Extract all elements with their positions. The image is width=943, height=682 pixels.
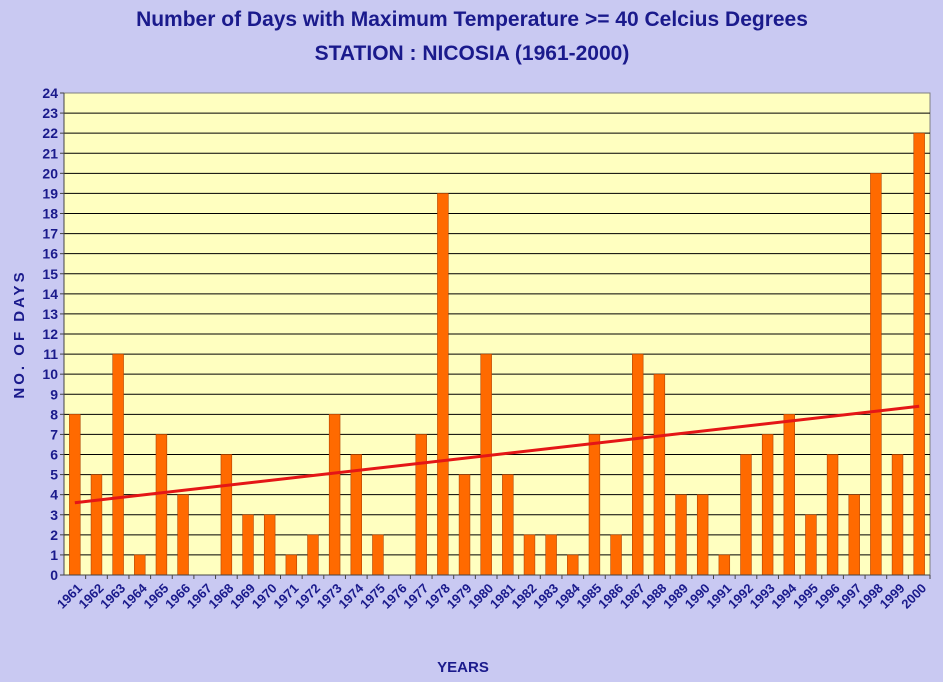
y-tick-label: 10 <box>42 366 58 382</box>
y-tick-label: 9 <box>50 386 58 402</box>
bar-1985 <box>588 434 601 576</box>
y-tick-label: 8 <box>50 406 58 422</box>
bar-1979 <box>458 474 471 576</box>
bar-1961 <box>69 414 81 576</box>
bar-1987 <box>632 353 644 576</box>
y-tick-label: 7 <box>50 426 58 442</box>
y-tick-label: 18 <box>42 206 58 222</box>
bar-1999 <box>891 454 904 576</box>
bar-1990 <box>696 494 709 576</box>
chart-title: Number of Days with Maximum Temperature … <box>136 8 808 31</box>
bar-1964 <box>134 554 146 576</box>
bar-1977 <box>415 434 427 576</box>
chart-subtitle: STATION : NICOSIA (1961-2000) <box>315 42 630 65</box>
bar-1995 <box>805 514 817 576</box>
y-tick-label: 4 <box>50 487 58 503</box>
y-tick-label: 19 <box>42 185 58 201</box>
y-tick-label: 22 <box>42 125 58 141</box>
bars <box>69 132 925 576</box>
y-tick-label: 17 <box>42 226 58 242</box>
bar-1970 <box>263 514 276 576</box>
bar-1981 <box>502 474 514 576</box>
y-tick-label: 16 <box>42 246 58 262</box>
trendline-group <box>74 404 920 505</box>
bar-1986 <box>610 534 622 576</box>
x-tick-label: 2000 <box>898 581 929 612</box>
bar-1965 <box>155 434 168 576</box>
y-tick-label: 6 <box>50 447 58 463</box>
bar-1994 <box>783 414 795 576</box>
y-tick-label: 14 <box>42 286 58 302</box>
bar-1980 <box>480 353 492 576</box>
bar-1978 <box>437 193 449 576</box>
y-tick-label: 21 <box>42 145 58 161</box>
y-tick-label: 13 <box>42 306 58 322</box>
bar-1989 <box>675 494 687 576</box>
bar-1969 <box>242 514 254 576</box>
bar-1975 <box>372 534 384 576</box>
y-tick-label: 5 <box>50 467 58 483</box>
y-tick-label: 20 <box>42 165 58 181</box>
y-tick-label: 15 <box>42 266 58 282</box>
y-tick-label: 24 <box>42 85 58 101</box>
y-tick-label: 1 <box>50 547 58 563</box>
bar-1973 <box>328 414 341 576</box>
x-axis-label: YEARS <box>437 659 489 676</box>
bar-1992 <box>740 454 752 576</box>
y-tick-label: 2 <box>50 527 58 543</box>
bar-1982 <box>523 534 536 576</box>
trendline <box>74 404 920 505</box>
bar-1983 <box>545 534 557 576</box>
bar-1968 <box>220 454 233 576</box>
y-tick-label: 3 <box>50 507 58 523</box>
bar-1991 <box>718 554 731 576</box>
y-tick-label: 12 <box>42 326 58 342</box>
bar-1997 <box>848 494 860 576</box>
y-tick-label: 0 <box>50 567 58 583</box>
bar-1998 <box>870 173 882 576</box>
bar-1993 <box>761 434 774 576</box>
y-tick-label: 11 <box>43 346 58 362</box>
bar-1962 <box>90 474 103 576</box>
bar-1988 <box>653 373 666 576</box>
y-axis-label: NO. OF DAYS <box>11 269 28 398</box>
x-axis-ticks: 1961196219631964196519661967196819691970… <box>54 574 931 612</box>
bar-1984 <box>567 554 579 576</box>
y-tick-label: 23 <box>42 105 58 121</box>
bar-1963 <box>112 353 124 576</box>
bar-1974 <box>350 454 362 576</box>
bar-1971 <box>285 554 298 576</box>
bar-1996 <box>826 454 839 576</box>
bar-2000 <box>913 132 925 576</box>
bar-1966 <box>177 494 189 576</box>
bar-1972 <box>307 534 319 576</box>
